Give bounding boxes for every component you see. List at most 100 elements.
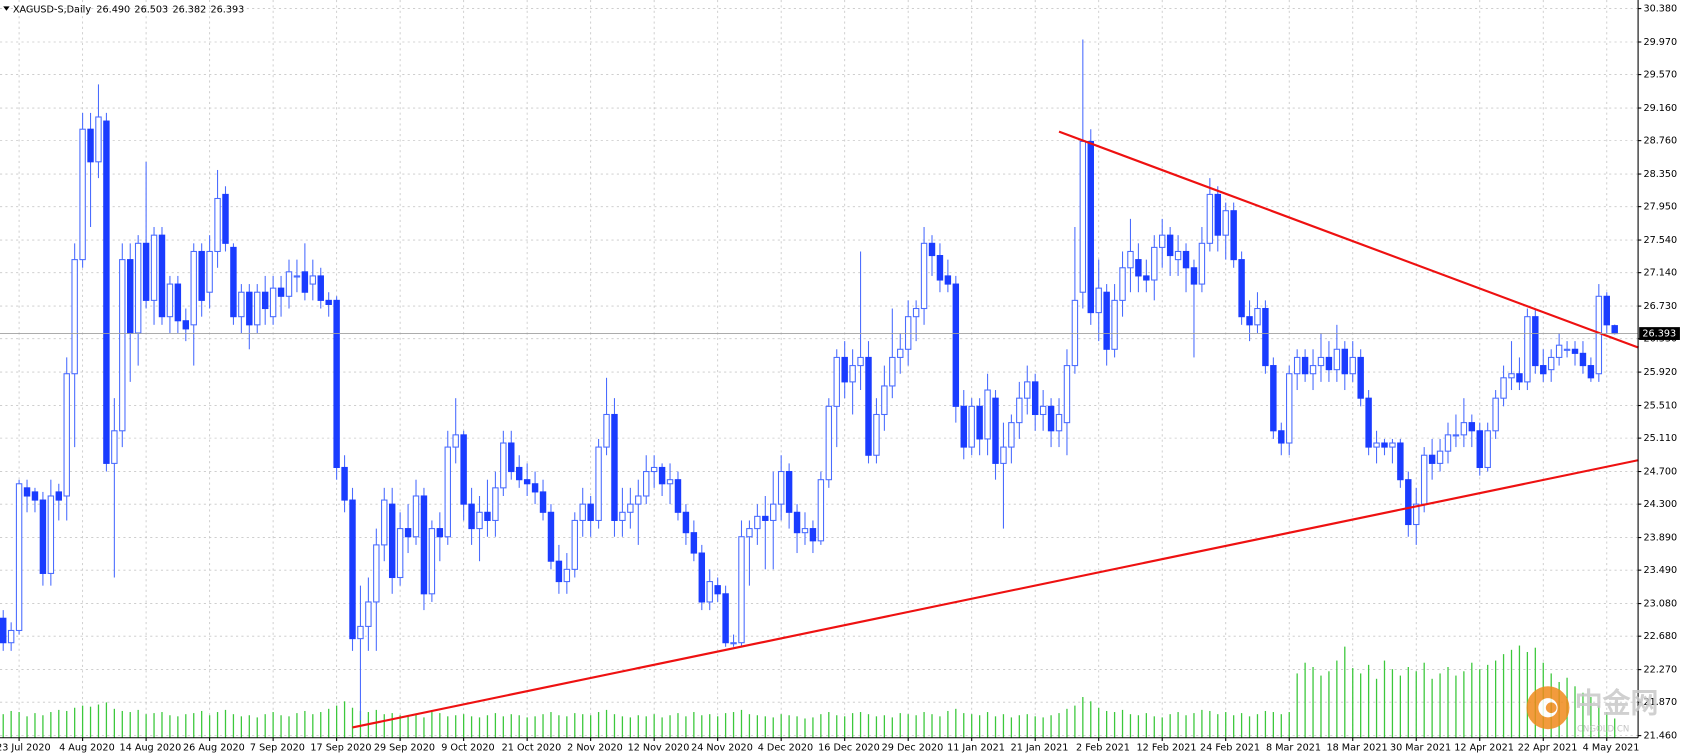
candle-body-up [595, 446, 602, 521]
candle-body-up [873, 413, 880, 456]
candle-body-down [960, 405, 967, 448]
candle-body-up [1349, 356, 1356, 375]
candle-body-down [547, 511, 555, 562]
x-tick-label: 2 Nov 2020 [567, 742, 623, 753]
y-tick-label: 27.540 [1643, 235, 1677, 246]
candle-body-up [1555, 344, 1563, 358]
candle-body-down [531, 483, 539, 493]
candle-body-down [1182, 250, 1190, 269]
candle-body-down [1476, 430, 1483, 469]
candle-body-up [150, 234, 158, 301]
candle-body-up [381, 499, 388, 546]
candle-body-up [396, 528, 404, 579]
y-tick-label: 28.350 [1643, 169, 1677, 180]
y-tick-label: 30.380 [1643, 4, 1677, 15]
open: 26.490 [96, 5, 130, 16]
candles [0, 39, 1618, 721]
candle-body-up [1500, 377, 1507, 399]
candle-body-down [865, 356, 872, 456]
candle-body-down [301, 271, 309, 293]
candle-body-up [1174, 250, 1182, 261]
candle-body-up [1127, 250, 1134, 269]
candle-body-down [976, 405, 983, 440]
candle-body-up [476, 511, 483, 530]
candle-body-up [254, 291, 261, 326]
candle-body-up [770, 503, 777, 521]
x-tick-label: 4 Aug 2020 [59, 742, 115, 753]
candle-body-down [936, 255, 944, 281]
candle-body-up [825, 405, 833, 481]
candle-body-down [55, 491, 63, 501]
candle-body-up [833, 356, 840, 407]
candle-body-up [1309, 365, 1317, 375]
candle-body-down [523, 479, 531, 485]
candle-body-up [849, 365, 856, 383]
x-tick-label: 4 Dec 2020 [758, 742, 813, 753]
candle-body-down [944, 275, 952, 285]
candle-body-down [87, 128, 94, 163]
candle-body-down [809, 528, 817, 542]
candle-body-down [1166, 234, 1174, 257]
candle-body-down [1190, 267, 1198, 285]
candle-body-up [15, 483, 23, 632]
candle-body-up [1198, 242, 1206, 285]
menu-triangle[interactable] [3, 6, 10, 11]
candle-body-up [365, 601, 372, 627]
candle-body-up [444, 446, 451, 538]
x-tick-label: 9 Oct 2020 [441, 742, 494, 753]
candle-body-down [436, 528, 444, 538]
candle-body-up [111, 430, 118, 464]
candle-body-down [341, 466, 348, 501]
candle-body-down [1135, 259, 1142, 277]
candle-body-up [579, 503, 586, 521]
candle-body-down [1611, 325, 1618, 335]
x-tick-label: 21 Oct 2020 [502, 742, 562, 753]
candle-body-up [635, 495, 642, 505]
candle-body-down [611, 413, 618, 521]
candle-body-up [1039, 405, 1047, 416]
candle-body-down [1262, 307, 1269, 367]
candle-body-up [881, 385, 888, 416]
candle-body-down [841, 356, 848, 383]
candle-body-down [1579, 352, 1587, 367]
candle-body-down [587, 503, 594, 521]
candle-body-down [1516, 373, 1523, 383]
candle-body-down [952, 283, 960, 407]
candle-body-down [127, 259, 134, 334]
candle-body-up [1484, 430, 1491, 469]
candle-body-up [1563, 348, 1571, 351]
candle-body-down [1031, 381, 1039, 416]
y-tick-label: 25.510 [1643, 401, 1677, 412]
candle-body-up [984, 389, 991, 440]
candle-body-up [1063, 365, 1071, 424]
symbol: XAGUSD-S,Daily [13, 5, 91, 16]
candle-body-down [1230, 210, 1237, 261]
candle-body-down [158, 234, 166, 318]
candle-body-down [349, 499, 356, 640]
candle-body-down [1365, 397, 1372, 448]
candle-body-down [555, 560, 563, 583]
candle-body-up [897, 348, 904, 358]
candle-body-down [484, 511, 491, 521]
x-tick-label: 17 Sep 2020 [310, 742, 371, 753]
candle-body-down [1278, 430, 1285, 444]
candle-body-up [643, 471, 650, 497]
candle-body-down [1532, 316, 1539, 367]
y-tick-label: 27.140 [1643, 268, 1677, 279]
y-tick-label: 22.680 [1643, 631, 1677, 642]
candle-body-down [1103, 291, 1110, 350]
candle-body-down [1540, 365, 1547, 375]
candle-body-down [1603, 295, 1610, 326]
x-tick-label: 18 Mar 2021 [1326, 742, 1387, 753]
candle-body-down [1468, 422, 1476, 432]
candle-body-up [214, 197, 221, 253]
candle-body-up [134, 242, 142, 334]
candle-body-up [1254, 307, 1261, 326]
x-tick-label: 14 Aug 2020 [120, 742, 182, 753]
candle-body-down [658, 466, 666, 485]
x-tick-label: 8 Mar 2021 [1266, 742, 1321, 753]
candle-body-down [539, 491, 547, 513]
candle-body-up [357, 625, 364, 640]
candle-body-up [1317, 356, 1325, 367]
